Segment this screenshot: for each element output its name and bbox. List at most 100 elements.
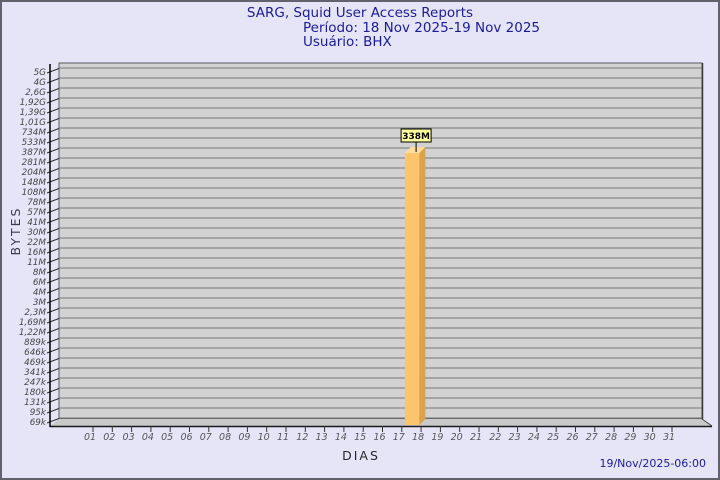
y-axis-tick-connector bbox=[46, 118, 60, 124]
y-axis-tick-label: 1,01G bbox=[20, 118, 47, 128]
y-axis-tick-connector bbox=[46, 208, 60, 214]
x-axis-tick-label: 03 bbox=[123, 432, 135, 443]
y-axis-tick-label: 30M bbox=[27, 228, 46, 238]
y-axis-tick-connector bbox=[46, 68, 60, 74]
bar-front bbox=[404, 153, 420, 425]
y-axis-tick-connector bbox=[46, 378, 60, 384]
y-axis-tick-label: 180k bbox=[24, 388, 47, 398]
x-axis-tick-label: 17 bbox=[393, 432, 405, 443]
y-axis-tick-label: 1,22M bbox=[19, 328, 47, 338]
y-axis-tick-connector bbox=[46, 148, 60, 154]
x-axis-tick-label: 06 bbox=[180, 432, 192, 443]
x-axis-tick-label: 28 bbox=[605, 432, 617, 443]
y-axis-tick-label: 247k bbox=[24, 378, 47, 388]
x-axis-tick-label: 01 bbox=[84, 432, 96, 443]
x-axis-tick-label: 27 bbox=[586, 432, 598, 443]
y-axis-tick-label: 2,3M bbox=[24, 308, 46, 318]
y-axis-tick-label: 4G bbox=[34, 78, 47, 88]
x-axis-tick-label: 25 bbox=[547, 432, 559, 443]
y-axis-tick-connector bbox=[46, 128, 60, 134]
y-axis-tick-label: 16M bbox=[27, 248, 46, 258]
y-axis-tick-connector bbox=[46, 328, 60, 334]
y-axis-tick-label: 41M bbox=[27, 218, 46, 228]
y-axis-tick-connector bbox=[46, 418, 60, 424]
y-axis-tick-connector bbox=[46, 368, 60, 374]
y-axis-tick-label: 469k bbox=[24, 358, 47, 368]
y-axis-tick-label: 57M bbox=[27, 208, 46, 218]
y-axis-tick-connector bbox=[46, 348, 60, 354]
y-axis-tick-connector bbox=[46, 98, 60, 104]
y-axis-tick-label: 204M bbox=[22, 168, 47, 178]
y-axis-tick-label: 131k bbox=[24, 398, 47, 408]
y-axis-tick-connector bbox=[46, 188, 60, 194]
y-axis-tick-label: 148M bbox=[22, 178, 47, 188]
y-axis-tick-label: 69k bbox=[30, 418, 47, 428]
x-axis-title: DIAS bbox=[342, 448, 380, 463]
bar-top bbox=[404, 147, 426, 153]
x-axis-tick-label: 19 bbox=[431, 432, 443, 443]
y-axis-tick-connector bbox=[46, 388, 60, 394]
chart-period: Período: 18 Nov 2025-19 Nov 2025 bbox=[303, 20, 540, 36]
y-axis-tick-label: 281M bbox=[22, 158, 47, 168]
x-axis-tick-label: 07 bbox=[200, 432, 212, 443]
chart-title: SARG, Squid User Access Reports bbox=[246, 5, 474, 21]
y-axis-tick-connector bbox=[46, 318, 60, 324]
y-axis-tick-connector bbox=[46, 278, 60, 284]
y-axis-tick-connector bbox=[46, 258, 60, 264]
x-axis-tick-label: 31 bbox=[663, 432, 675, 443]
y-axis-tick-connector bbox=[46, 398, 60, 404]
y-axis-tick-connector bbox=[46, 88, 60, 94]
y-axis-tick-label: 889k bbox=[24, 338, 47, 348]
y-axis-tick-label: 533M bbox=[22, 138, 47, 148]
x-axis-tick-label: 23 bbox=[509, 432, 521, 443]
y-axis-tick-connector bbox=[46, 158, 60, 164]
x-axis-tick-label: 21 bbox=[470, 432, 482, 443]
x-axis-tick-label: 04 bbox=[142, 432, 154, 443]
y-axis-tick-label: 8M bbox=[33, 268, 47, 278]
y-axis-tick-label: 2,6G bbox=[25, 88, 46, 98]
y-axis-tick-connector bbox=[46, 168, 60, 174]
y-axis-tick-connector bbox=[46, 338, 60, 344]
y-axis-tick-connector bbox=[46, 218, 60, 224]
y-axis-tick-connector bbox=[46, 108, 60, 114]
bar-value-box bbox=[400, 128, 432, 143]
y-axis-tick-label: 11M bbox=[27, 258, 46, 268]
x-axis-tick-label: 14 bbox=[335, 432, 347, 443]
x-axis-tick-label: 13 bbox=[316, 432, 328, 443]
x-axis-tick-label: 02 bbox=[103, 432, 115, 443]
y-axis-tick-label: 1,92G bbox=[20, 98, 47, 108]
y-axis-tick-label: 6M bbox=[33, 278, 47, 288]
y-axis-tick-label: 646k bbox=[24, 348, 47, 358]
x-axis-tick-label: 08 bbox=[219, 432, 231, 443]
y-axis-tick-label: 4M bbox=[33, 288, 47, 298]
y-axis-title: BYTES bbox=[8, 206, 23, 256]
x-axis-tick-label: 15 bbox=[354, 432, 366, 443]
bar-side bbox=[419, 147, 426, 425]
x-axis-tick-label: 12 bbox=[296, 432, 308, 443]
y-axis-tick-connector bbox=[46, 288, 60, 294]
y-axis-tick-connector bbox=[46, 228, 60, 234]
y-axis-tick-label: 734M bbox=[22, 128, 47, 138]
x-axis-tick-label: 20 bbox=[451, 432, 463, 443]
y-axis-tick-label: 108M bbox=[22, 188, 47, 198]
y-axis-tick-connector bbox=[46, 78, 60, 84]
y-axis-tick-label: 95k bbox=[30, 408, 47, 418]
y-axis-tick-label: 3M bbox=[33, 298, 47, 308]
x-axis-tick-label: 11 bbox=[277, 432, 289, 443]
y-axis-tick-label: 78M bbox=[27, 198, 46, 208]
y-axis-tick-connector bbox=[46, 308, 60, 314]
x-axis-tick-label: 10 bbox=[258, 432, 270, 443]
y-axis-tick-label: 22M bbox=[27, 238, 46, 248]
y-axis-tick-connector bbox=[46, 268, 60, 274]
x-axis-tick-label: 30 bbox=[644, 432, 656, 443]
y-axis-tick-label: 1,39G bbox=[20, 108, 47, 118]
y-axis-tick-connector bbox=[46, 138, 60, 144]
y-axis-tick-connector bbox=[46, 238, 60, 244]
y-axis-tick-connector bbox=[46, 198, 60, 204]
y-axis-tick-label: 341k bbox=[24, 368, 47, 378]
plot-wall bbox=[58, 62, 703, 420]
y-axis-tick-connector bbox=[46, 248, 60, 254]
x-axis-tick-label: 24 bbox=[528, 432, 540, 443]
